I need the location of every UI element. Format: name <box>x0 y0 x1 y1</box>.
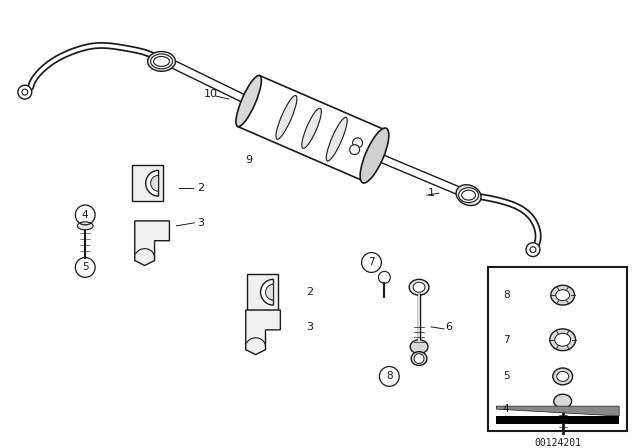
Ellipse shape <box>413 282 425 292</box>
Circle shape <box>530 247 536 253</box>
Text: 7: 7 <box>503 335 509 345</box>
Bar <box>496 416 619 424</box>
Ellipse shape <box>411 352 427 366</box>
Ellipse shape <box>459 188 479 202</box>
Ellipse shape <box>302 108 321 148</box>
Ellipse shape <box>550 329 575 351</box>
Ellipse shape <box>409 280 429 295</box>
Ellipse shape <box>148 52 175 71</box>
Ellipse shape <box>360 128 389 183</box>
Text: 10: 10 <box>204 89 218 99</box>
Text: 8: 8 <box>386 371 393 381</box>
Ellipse shape <box>236 75 261 127</box>
Circle shape <box>378 271 390 283</box>
Ellipse shape <box>461 190 476 200</box>
Text: 3: 3 <box>307 322 314 332</box>
Ellipse shape <box>556 290 570 301</box>
Polygon shape <box>172 61 250 104</box>
Polygon shape <box>135 221 170 266</box>
Polygon shape <box>246 274 278 310</box>
Text: 3: 3 <box>198 218 205 228</box>
Text: 6: 6 <box>445 322 452 332</box>
Ellipse shape <box>554 394 572 408</box>
Polygon shape <box>246 310 280 355</box>
Circle shape <box>526 243 540 257</box>
Text: 9: 9 <box>245 155 252 165</box>
Wedge shape <box>150 175 159 191</box>
Polygon shape <box>132 165 163 201</box>
Polygon shape <box>496 406 619 416</box>
Text: 8: 8 <box>503 290 509 300</box>
Wedge shape <box>266 284 273 300</box>
Ellipse shape <box>276 95 297 139</box>
Wedge shape <box>260 280 273 305</box>
Ellipse shape <box>557 371 568 381</box>
Bar <box>488 267 627 431</box>
Ellipse shape <box>410 340 428 353</box>
Ellipse shape <box>150 54 172 69</box>
Circle shape <box>18 85 32 99</box>
Text: 5: 5 <box>82 263 88 272</box>
Circle shape <box>22 89 28 95</box>
Polygon shape <box>373 152 468 198</box>
Ellipse shape <box>456 185 481 206</box>
Text: 2: 2 <box>307 287 314 297</box>
Ellipse shape <box>551 285 575 305</box>
Ellipse shape <box>154 56 170 66</box>
Text: 1: 1 <box>428 188 435 198</box>
Circle shape <box>349 145 360 155</box>
Text: 7: 7 <box>368 258 375 267</box>
Circle shape <box>353 138 362 148</box>
Circle shape <box>414 353 424 363</box>
Text: 5: 5 <box>503 371 509 381</box>
Wedge shape <box>146 170 159 196</box>
Ellipse shape <box>77 222 93 230</box>
Text: 4: 4 <box>82 210 88 220</box>
Ellipse shape <box>553 368 573 385</box>
Polygon shape <box>237 76 385 181</box>
Ellipse shape <box>555 333 571 346</box>
Text: 00124201: 00124201 <box>534 438 581 448</box>
Text: 4: 4 <box>503 404 509 414</box>
Ellipse shape <box>326 117 348 161</box>
Text: 2: 2 <box>198 183 205 193</box>
